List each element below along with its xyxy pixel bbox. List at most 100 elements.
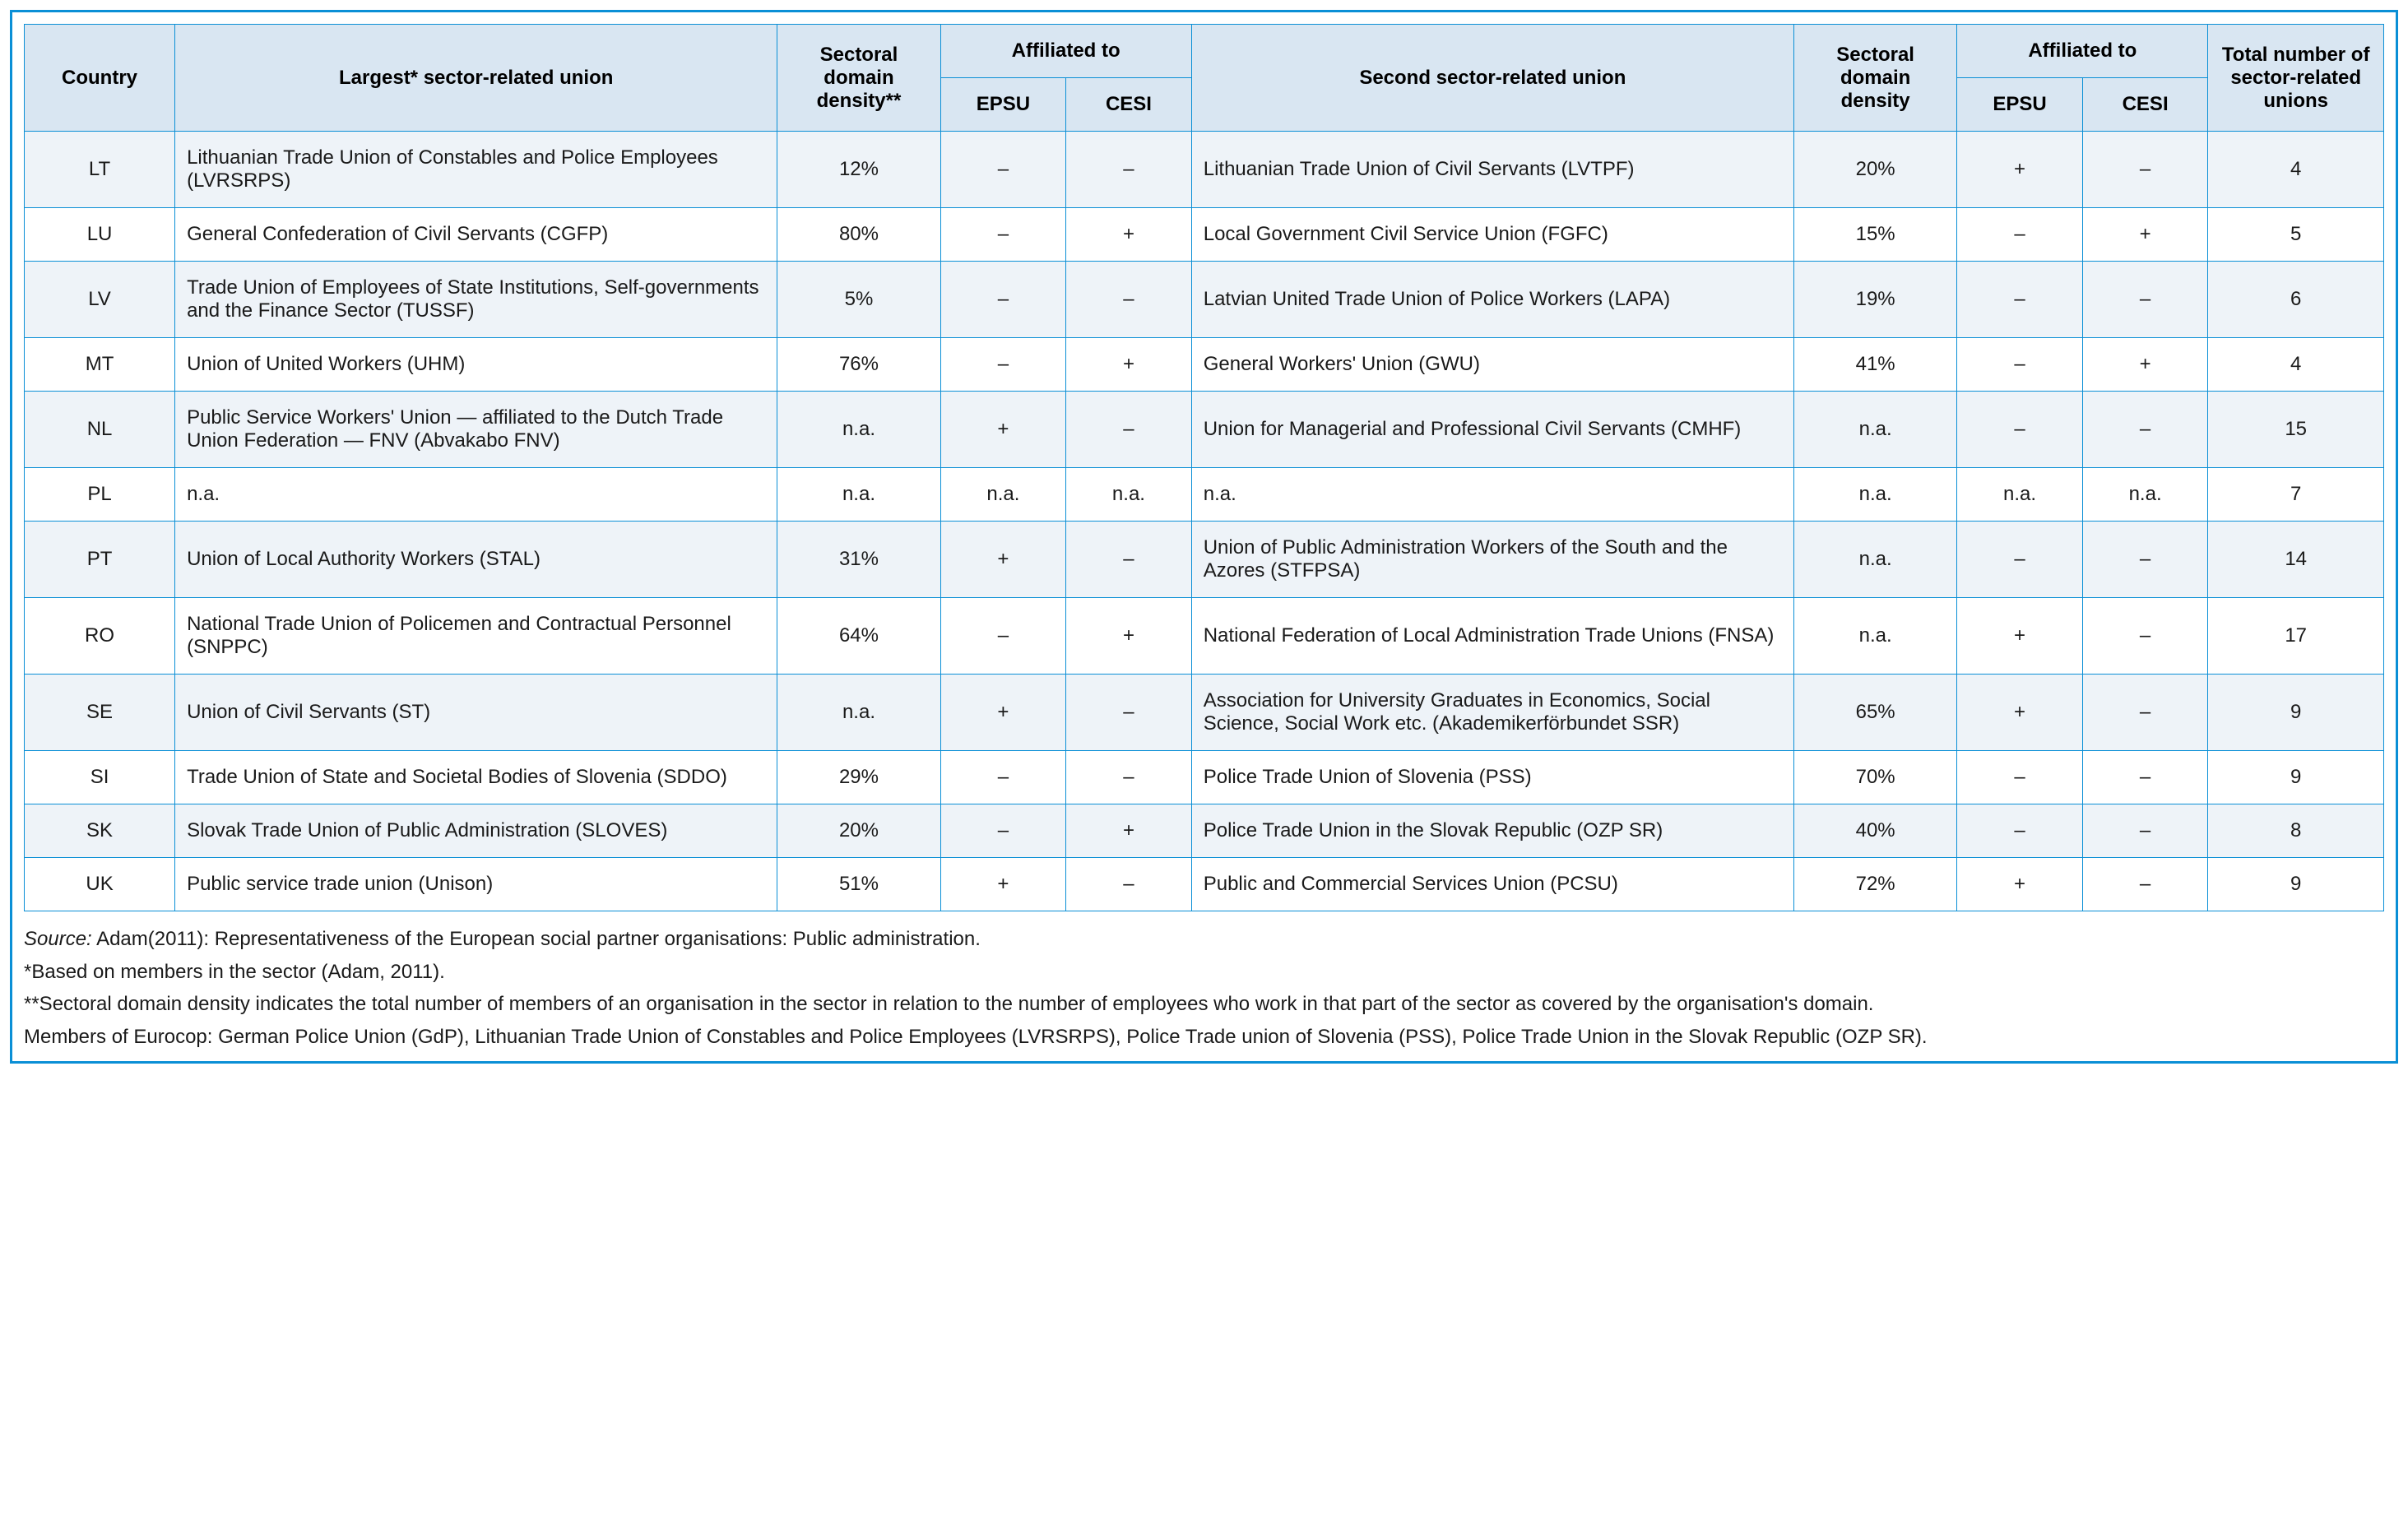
cell-density1: n.a.: [777, 675, 940, 751]
cell-density1: 76%: [777, 338, 940, 392]
cell-epsu1: +: [940, 522, 1066, 598]
cell-union2: Association for University Graduates in …: [1191, 675, 1793, 751]
cell-density2: 40%: [1793, 804, 1956, 858]
cell-epsu1: –: [940, 598, 1066, 675]
cell-country: PL: [25, 468, 175, 522]
cell-density2: n.a.: [1793, 392, 1956, 468]
cell-density1: 29%: [777, 751, 940, 804]
cell-total: 15: [2208, 392, 2384, 468]
cell-epsu2: +: [1957, 598, 2083, 675]
cell-epsu2: –: [1957, 751, 2083, 804]
cell-total: 9: [2208, 858, 2384, 911]
note-1: *Based on members in the sector (Adam, 2…: [24, 956, 2384, 989]
cell-density2: n.a.: [1793, 598, 1956, 675]
th-cesi1: CESI: [1066, 78, 1192, 132]
th-density1: Sectoral domain density**: [777, 25, 940, 132]
cell-total: 9: [2208, 751, 2384, 804]
cell-country: PT: [25, 522, 175, 598]
table-row: SITrade Union of State and Societal Bodi…: [25, 751, 2384, 804]
th-cesi2: CESI: [2082, 78, 2208, 132]
cell-country: NL: [25, 392, 175, 468]
th-total: Total number of sector-related unions: [2208, 25, 2384, 132]
cell-density2: 20%: [1793, 132, 1956, 208]
cell-cesi2: +: [2082, 208, 2208, 262]
cell-union2: Police Trade Union of Slovenia (PSS): [1191, 751, 1793, 804]
cell-cesi1: +: [1066, 208, 1192, 262]
cell-density2: 19%: [1793, 262, 1956, 338]
th-union2: Second sector-related union: [1191, 25, 1793, 132]
cell-density2: n.a.: [1793, 468, 1956, 522]
cell-union2: National Federation of Local Administrat…: [1191, 598, 1793, 675]
cell-density1: 80%: [777, 208, 940, 262]
th-epsu2: EPSU: [1957, 78, 2083, 132]
cell-cesi1: –: [1066, 132, 1192, 208]
cell-country: SE: [25, 675, 175, 751]
table-head: Country Largest* sector-related union Se…: [25, 25, 2384, 132]
cell-epsu1: +: [940, 858, 1066, 911]
cell-cesi1: –: [1066, 262, 1192, 338]
cell-cesi2: –: [2082, 392, 2208, 468]
source-text: Adam(2011): Representativeness of the Eu…: [92, 928, 981, 950]
cell-total: 5: [2208, 208, 2384, 262]
cell-union1: Lithuanian Trade Union of Constables and…: [175, 132, 777, 208]
cell-union1: Public service trade union (Unison): [175, 858, 777, 911]
cell-epsu1: –: [940, 132, 1066, 208]
table-frame: Country Largest* sector-related union Se…: [10, 10, 2398, 1064]
table-row: LUGeneral Confederation of Civil Servant…: [25, 208, 2384, 262]
cell-density2: 15%: [1793, 208, 1956, 262]
table-body: LTLithuanian Trade Union of Constables a…: [25, 132, 2384, 911]
table-row: SEUnion of Civil Servants (ST)n.a.+–Asso…: [25, 675, 2384, 751]
cell-cesi1: –: [1066, 858, 1192, 911]
cell-union2: Public and Commercial Services Union (PC…: [1191, 858, 1793, 911]
cell-country: UK: [25, 858, 175, 911]
cell-cesi2: n.a.: [2082, 468, 2208, 522]
cell-density1: 64%: [777, 598, 940, 675]
cell-density1: 12%: [777, 132, 940, 208]
cell-total: 7: [2208, 468, 2384, 522]
th-union1: Largest* sector-related union: [175, 25, 777, 132]
cell-density2: n.a.: [1793, 522, 1956, 598]
cell-cesi1: +: [1066, 598, 1192, 675]
cell-epsu1: –: [940, 338, 1066, 392]
cell-cesi1: –: [1066, 392, 1192, 468]
cell-union2: Latvian United Trade Union of Police Wor…: [1191, 262, 1793, 338]
table-row: RONational Trade Union of Policemen and …: [25, 598, 2384, 675]
cell-epsu2: –: [1957, 262, 2083, 338]
cell-density1: 5%: [777, 262, 940, 338]
cell-density2: 70%: [1793, 751, 1956, 804]
table-row: LVTrade Union of Employees of State Inst…: [25, 262, 2384, 338]
table-row: MTUnion of United Workers (UHM)76%–+Gene…: [25, 338, 2384, 392]
cell-total: 6: [2208, 262, 2384, 338]
cell-cesi1: n.a.: [1066, 468, 1192, 522]
th-country: Country: [25, 25, 175, 132]
cell-cesi2: –: [2082, 675, 2208, 751]
cell-union1: n.a.: [175, 468, 777, 522]
cell-density1: 31%: [777, 522, 940, 598]
cell-union1: Union of United Workers (UHM): [175, 338, 777, 392]
th-epsu1: EPSU: [940, 78, 1066, 132]
cell-density1: 20%: [777, 804, 940, 858]
cell-union2: Police Trade Union in the Slovak Republi…: [1191, 804, 1793, 858]
cell-cesi1: +: [1066, 804, 1192, 858]
cell-density2: 41%: [1793, 338, 1956, 392]
cell-cesi2: –: [2082, 262, 2208, 338]
cell-density2: 65%: [1793, 675, 1956, 751]
cell-union1: Public Service Workers' Union — affiliat…: [175, 392, 777, 468]
cell-union1: Trade Union of State and Societal Bodies…: [175, 751, 777, 804]
cell-cesi2: –: [2082, 804, 2208, 858]
cell-country: LT: [25, 132, 175, 208]
table-row: LTLithuanian Trade Union of Constables a…: [25, 132, 2384, 208]
cell-epsu2: +: [1957, 675, 2083, 751]
table-row: SKSlovak Trade Union of Public Administr…: [25, 804, 2384, 858]
cell-total: 4: [2208, 132, 2384, 208]
cell-cesi2: –: [2082, 132, 2208, 208]
cell-cesi1: –: [1066, 751, 1192, 804]
cell-epsu1: +: [940, 392, 1066, 468]
cell-union1: Union of Local Authority Workers (STAL): [175, 522, 777, 598]
cell-epsu1: –: [940, 804, 1066, 858]
cell-country: MT: [25, 338, 175, 392]
cell-union2: General Workers' Union (GWU): [1191, 338, 1793, 392]
cell-union1: Trade Union of Employees of State Instit…: [175, 262, 777, 338]
cell-total: 8: [2208, 804, 2384, 858]
cell-total: 17: [2208, 598, 2384, 675]
